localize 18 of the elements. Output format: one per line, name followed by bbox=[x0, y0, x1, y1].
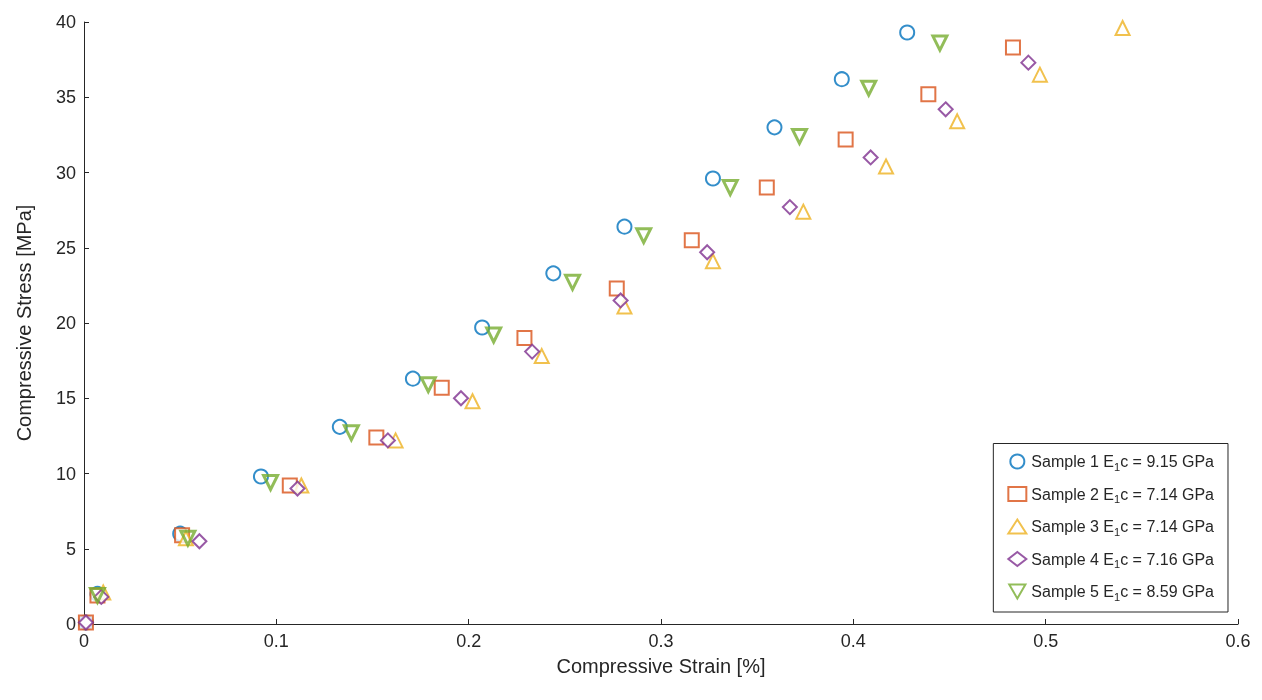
y-tick-label: 35 bbox=[55, 87, 76, 108]
x-tick-label: 0.1 bbox=[263, 631, 289, 651]
x-tick-label: 0.6 bbox=[1225, 631, 1251, 651]
x-tick-label: 0.2 bbox=[456, 631, 482, 651]
y-tick-label: 30 bbox=[55, 162, 76, 183]
y-tick-label: 10 bbox=[55, 463, 76, 484]
x-tick-label: 0 bbox=[78, 631, 90, 651]
y-tick-label: 20 bbox=[55, 313, 76, 333]
x-tick-label: 0.5 bbox=[1033, 631, 1059, 651]
x-tick-label: 0.3 bbox=[648, 631, 674, 651]
x-tick-label: 0.4 bbox=[840, 631, 866, 651]
y-tick-label: 5 bbox=[65, 538, 76, 559]
x-axis-title: Compressive Strain [%] bbox=[556, 655, 766, 677]
y-tick-label: 15 bbox=[55, 388, 76, 409]
y-tick-label: 40 bbox=[55, 12, 76, 32]
y-tick-label: 0 bbox=[65, 614, 76, 634]
y-axis-title: Compressive Stress [MPa] bbox=[13, 204, 35, 442]
y-tick-label: 25 bbox=[55, 237, 76, 258]
